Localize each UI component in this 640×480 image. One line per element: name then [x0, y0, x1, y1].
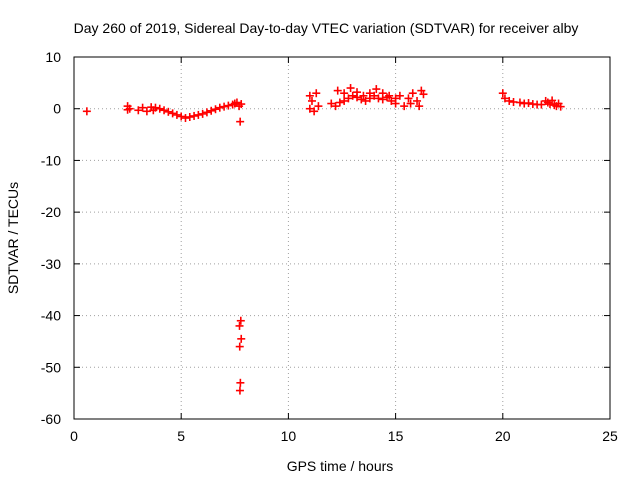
- x-tick-label: 20: [495, 428, 511, 444]
- x-tick-label: 15: [388, 428, 404, 444]
- x-axis-label: GPS time / hours: [287, 458, 394, 474]
- data-point: [155, 104, 164, 113]
- data-point: [194, 110, 203, 119]
- y-axis-label: SDTVAR / TECUs: [5, 182, 21, 294]
- data-point: [335, 98, 344, 107]
- data-point: [505, 96, 514, 105]
- data-point: [211, 105, 220, 114]
- data-point: [185, 112, 194, 121]
- data-point: [500, 94, 509, 103]
- data-points: [82, 84, 565, 395]
- y-tick-label: -30: [41, 256, 61, 272]
- data-point: [82, 107, 91, 116]
- data-point: [236, 117, 245, 126]
- y-tick-label: -50: [41, 359, 61, 375]
- data-point: [385, 91, 394, 100]
- y-tick-label: 10: [45, 49, 61, 65]
- data-point: [151, 103, 160, 112]
- data-point: [168, 109, 177, 118]
- axis-ticks: 0 5 10 15 20 25 10 0 -10 -20 -30 -40 -50 -60: [41, 49, 618, 444]
- grid: [74, 57, 610, 419]
- data-point: [327, 99, 336, 108]
- data-point: [202, 108, 211, 117]
- y-tick-label: -20: [41, 204, 61, 220]
- data-point: [138, 103, 147, 112]
- x-tick-label: 10: [281, 428, 297, 444]
- y-tick-label: -10: [41, 152, 61, 168]
- data-point: [372, 85, 381, 94]
- data-point: [548, 96, 557, 105]
- data-point: [340, 89, 349, 98]
- data-point: [215, 103, 224, 112]
- data-point: [404, 94, 413, 103]
- data-point: [237, 334, 246, 343]
- data-point: [340, 96, 349, 105]
- data-point: [237, 100, 246, 109]
- data-point: [207, 106, 216, 115]
- data-point: [312, 89, 321, 98]
- data-point: [177, 112, 186, 121]
- data-point: [235, 386, 244, 395]
- data-point: [172, 110, 181, 119]
- data-point: [314, 102, 323, 111]
- data-point: [515, 98, 524, 107]
- data-point: [236, 378, 245, 387]
- data-point: [524, 99, 533, 108]
- x-tick-label: 5: [177, 428, 185, 444]
- data-point: [413, 96, 422, 105]
- chart-title: Day 260 of 2019, Sidereal Day-to-day VTE…: [74, 20, 579, 36]
- data-point: [160, 106, 169, 115]
- data-point: [419, 90, 428, 99]
- plot-frame: [73, 56, 611, 420]
- data-point: [400, 102, 409, 111]
- data-point: [181, 114, 190, 123]
- data-point: [198, 109, 207, 118]
- data-point: [408, 89, 417, 98]
- data-point: [359, 91, 368, 100]
- data-point: [498, 89, 507, 98]
- data-point: [415, 102, 424, 111]
- data-point: [310, 107, 319, 116]
- data-point: [333, 86, 342, 95]
- data-point: [374, 94, 383, 103]
- data-point: [307, 96, 316, 105]
- data-point: [142, 107, 151, 116]
- data-point: [556, 102, 565, 111]
- data-point: [220, 102, 229, 111]
- data-point: [353, 88, 362, 97]
- data-point: [236, 316, 245, 325]
- data-point: [224, 101, 233, 110]
- data-point: [378, 89, 387, 98]
- y-tick-label: 0: [53, 101, 61, 117]
- data-point: [305, 104, 314, 113]
- x-tick-label: 25: [602, 428, 618, 444]
- x-tick-label: 0: [70, 428, 78, 444]
- data-point: [235, 321, 244, 330]
- data-point: [365, 89, 374, 98]
- data-point: [305, 91, 314, 100]
- data-point: [235, 342, 244, 351]
- y-tick-label: -60: [41, 411, 61, 427]
- data-point: [391, 99, 400, 108]
- y-tick-label: -40: [41, 308, 61, 324]
- data-point: [346, 84, 355, 93]
- data-point: [406, 99, 415, 108]
- data-point: [395, 91, 404, 100]
- data-point: [125, 104, 134, 113]
- data-point: [348, 91, 357, 100]
- data-point: [134, 106, 143, 115]
- data-point: [361, 96, 370, 105]
- data-point: [387, 96, 396, 105]
- data-point: [331, 102, 340, 111]
- data-point: [537, 100, 546, 109]
- data-point: [370, 91, 379, 100]
- data-point: [344, 94, 353, 103]
- data-point: [190, 111, 199, 120]
- data-point: [164, 107, 173, 116]
